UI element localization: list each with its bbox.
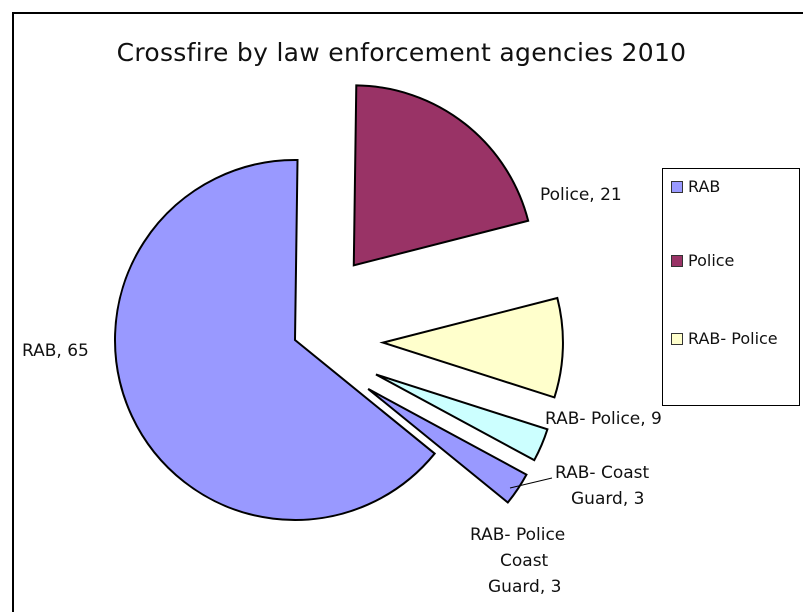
pie-slice-rab-police (379, 296, 564, 399)
legend: RAB Police RAB- Police (662, 168, 800, 406)
label-leader-line (509, 477, 553, 489)
slice-label-police: Police, 21 (540, 185, 622, 205)
pie-slice-police (352, 84, 530, 267)
chart-frame (12, 12, 803, 612)
slice-label-rab: RAB, 65 (22, 341, 89, 361)
pie-slice-rab-coast-guard (375, 373, 549, 462)
pie-slice-rab (114, 159, 437, 521)
legend-swatch-rab-police (671, 332, 683, 345)
chart-title: Crossfire by law enforcement agencies 20… (116, 38, 687, 67)
slice-label-rab-police: RAB- Police, 9 (545, 409, 662, 429)
legend-swatch-police (671, 254, 683, 267)
slice-label-rab-police-coast-guard: RAB- Police Coast Guard, 3 (470, 525, 565, 597)
legend-item-rab: RAB (671, 177, 720, 196)
slice-label-rab-coast-guard: RAB- Coast Guard, 3 (555, 463, 649, 509)
pie-slice-rab-police-coast-guard (367, 388, 528, 504)
legend-label-police: Police (688, 251, 735, 270)
legend-item-rab-police: RAB- Police (671, 329, 778, 348)
legend-swatch-rab (671, 180, 683, 193)
legend-label-rab-police: RAB- Police (688, 329, 778, 348)
legend-item-police: Police (671, 251, 734, 270)
legend-label-rab: RAB (688, 177, 721, 196)
